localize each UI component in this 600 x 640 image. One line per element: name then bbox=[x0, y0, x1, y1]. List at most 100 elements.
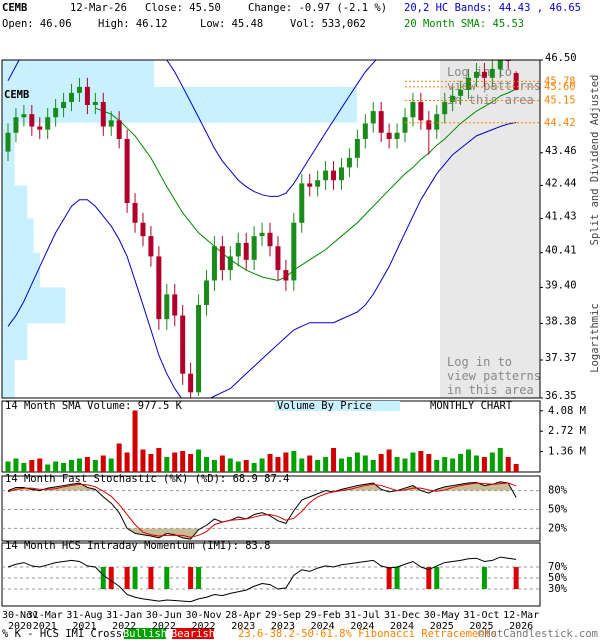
legend-swatch bbox=[172, 628, 214, 639]
chart-label: MONTHLY CHART bbox=[430, 400, 513, 412]
date: 12-Mar-26 bbox=[70, 2, 127, 14]
volume-bar bbox=[164, 457, 170, 472]
volume-bar bbox=[148, 454, 154, 472]
candle-body bbox=[5, 132, 11, 152]
volume-bar bbox=[227, 458, 233, 472]
candle-body bbox=[338, 167, 344, 181]
candle-body bbox=[29, 114, 35, 127]
candle-body bbox=[21, 114, 27, 118]
candle-body bbox=[418, 101, 424, 121]
x-tick-label: 31-Mar 2021 bbox=[26, 610, 63, 632]
volume-bar bbox=[21, 463, 27, 472]
legend-swatch bbox=[124, 628, 166, 639]
volume-by-price-bar bbox=[2, 360, 15, 398]
sma-line bbox=[95, 88, 517, 281]
x-tick-label: 30-Nov 2020 bbox=[1, 610, 39, 632]
volume-bar bbox=[196, 449, 202, 472]
candle-body bbox=[156, 256, 162, 320]
volume-bar bbox=[132, 410, 138, 472]
volume-bar bbox=[259, 458, 265, 472]
bearish-signal bbox=[108, 567, 114, 589]
volume-bar bbox=[172, 452, 178, 472]
legend-label: Bearish bbox=[171, 628, 215, 640]
candle-body bbox=[466, 77, 472, 90]
volume-bar bbox=[315, 460, 321, 472]
candle-body bbox=[204, 280, 209, 305]
fib-label: 45.78 bbox=[544, 75, 576, 87]
volume-bar bbox=[410, 452, 416, 472]
x-tick-label: 31-Jul 2024 bbox=[344, 610, 381, 632]
volume-bar bbox=[473, 455, 479, 472]
y-tick-label: 2.72 M bbox=[548, 425, 586, 437]
y-tick-label: 36.35 bbox=[545, 390, 577, 402]
ticker-label: CEMB bbox=[4, 89, 29, 101]
candle-body bbox=[180, 315, 186, 374]
bullish-signal bbox=[132, 567, 138, 589]
fib-label: 45.15 bbox=[544, 94, 576, 106]
x-tick-label: 30-May 2025 bbox=[423, 610, 460, 632]
y-tick-label: 1.36 M bbox=[548, 446, 586, 458]
bullish-signal bbox=[394, 567, 400, 589]
candle-body bbox=[450, 95, 456, 102]
volume-by-price-bar bbox=[2, 252, 41, 288]
volume-by-price-bar bbox=[2, 218, 34, 253]
volume-bar bbox=[69, 460, 75, 472]
y-tick-label: 39.40 bbox=[545, 279, 577, 291]
candle-body bbox=[37, 126, 43, 130]
close: Close: 45.50 bbox=[145, 2, 221, 14]
high: High: 46.12 bbox=[98, 18, 168, 30]
volume-bar bbox=[180, 451, 186, 472]
y-tick-label: 37.37 bbox=[545, 352, 577, 364]
y-tick-label: 43.46 bbox=[545, 145, 577, 157]
volume-bar bbox=[434, 460, 440, 472]
y-tick-label: 4.08 M bbox=[548, 405, 586, 417]
volume-by-price-bar bbox=[2, 287, 66, 324]
y-tick-label: 42.44 bbox=[545, 177, 577, 189]
candle-body bbox=[164, 294, 170, 320]
open: Open: 46.06 bbox=[2, 18, 72, 30]
candle-body bbox=[402, 117, 408, 133]
volume-bar bbox=[450, 458, 456, 472]
candle-body bbox=[124, 138, 130, 203]
y-tick-label: 70% bbox=[548, 561, 568, 573]
volume-bar bbox=[505, 457, 511, 472]
volume-bar bbox=[29, 460, 35, 472]
candle-body bbox=[76, 86, 82, 93]
x-tick-label: 30-Jun 2022 bbox=[145, 610, 182, 632]
upper-band bbox=[7, 60, 377, 197]
legend-title: % K - HCS IMI Crossover, bbox=[2, 628, 154, 640]
candle-body bbox=[386, 132, 392, 139]
candle-body bbox=[370, 111, 376, 124]
candle-body bbox=[259, 232, 265, 237]
volume-bar bbox=[156, 448, 162, 472]
x-tick-label: 31-Jan 2022 bbox=[106, 610, 143, 632]
x-tick-label: 28-Apr 2023 bbox=[225, 610, 262, 632]
ticker: CEMB bbox=[2, 2, 27, 14]
volume: Vol: 533,062 bbox=[290, 18, 366, 30]
y-tick-label: 80% bbox=[548, 485, 568, 497]
x-tick-label: 29-Feb 2024 bbox=[304, 610, 341, 632]
candle-body bbox=[426, 120, 432, 130]
candle-body bbox=[346, 157, 352, 168]
login-area bbox=[440, 60, 540, 398]
bearish-signal bbox=[188, 567, 194, 589]
side-label: Split and Dividend Adjusted bbox=[589, 75, 600, 246]
x-tick-label: 30-Nov 2022 bbox=[185, 610, 222, 632]
bearish-signal bbox=[386, 567, 392, 589]
volume-by-price-bar bbox=[2, 323, 28, 361]
volume-bar bbox=[442, 457, 448, 472]
volume-bar bbox=[458, 454, 464, 472]
fib-label: 44.42 bbox=[544, 117, 576, 129]
candle-body bbox=[69, 92, 75, 102]
candle-body bbox=[331, 170, 337, 181]
volume-bar bbox=[37, 458, 43, 472]
volume-bar bbox=[402, 458, 408, 472]
candle-body bbox=[323, 170, 329, 181]
volume-bar bbox=[108, 458, 114, 472]
volume-bar bbox=[394, 457, 400, 472]
volume-title: 14 Month SMA Volume: 977.5 K bbox=[5, 400, 183, 412]
volume-bar bbox=[299, 458, 305, 472]
x-tick-label: 12-Mar 2026 bbox=[503, 610, 540, 632]
